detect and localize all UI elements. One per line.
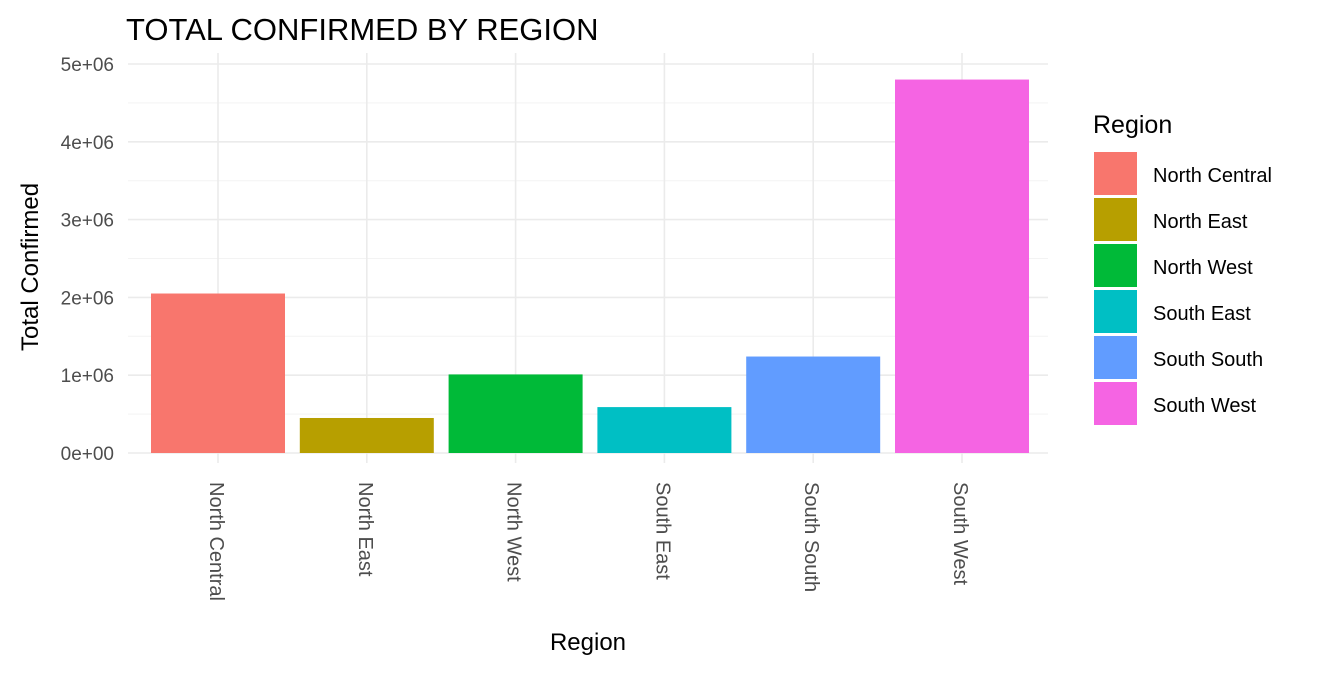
y-tick-label: 5e+06 bbox=[61, 55, 114, 76]
y-tick-label: 3e+06 bbox=[61, 211, 114, 232]
legend-label: North Central bbox=[1153, 165, 1272, 187]
legend-label: North East bbox=[1153, 211, 1248, 233]
x-tick-label: North East bbox=[354, 482, 376, 577]
legend-key bbox=[1094, 290, 1137, 333]
legend-key bbox=[1094, 336, 1137, 379]
y-tick-label: 1e+06 bbox=[61, 366, 114, 387]
chart-title: TOTAL CONFIRMED BY REGION bbox=[126, 12, 599, 47]
legend-label: South South bbox=[1153, 349, 1263, 371]
legend-key bbox=[1094, 152, 1137, 195]
bars-layer bbox=[151, 79, 1029, 453]
x-tick-label: South East bbox=[651, 482, 673, 580]
bar-north-west bbox=[448, 374, 583, 453]
y-tick-label: 2e+06 bbox=[61, 288, 114, 309]
bar-south-west bbox=[895, 79, 1029, 453]
x-tick-label: North Central bbox=[205, 482, 227, 601]
x-tick-label: North West bbox=[503, 482, 525, 582]
bar-north-central bbox=[151, 293, 285, 453]
legend: North Central North East North West South E… bbox=[1094, 152, 1272, 425]
x-tick-label: South South bbox=[800, 482, 822, 592]
x-tick-label: South West bbox=[949, 482, 971, 585]
axis-layer: 0e+00 1e+06 2e+06 3e+06 4e+06 5e+06 North Cent… bbox=[61, 55, 971, 601]
x-axis-title: Region bbox=[550, 629, 626, 656]
legend-key bbox=[1094, 198, 1137, 241]
legend-label: North West bbox=[1153, 257, 1253, 279]
y-tick-label: 0e+00 bbox=[61, 444, 114, 465]
legend-title: Region bbox=[1093, 111, 1172, 139]
legend-key bbox=[1094, 382, 1137, 425]
legend-label: South West bbox=[1153, 395, 1256, 417]
y-tick-label: 4e+06 bbox=[61, 133, 114, 154]
bar-south-south bbox=[746, 356, 881, 453]
legend-key bbox=[1094, 244, 1137, 287]
bar-north-east bbox=[299, 417, 434, 453]
bar-south-east bbox=[597, 407, 732, 453]
y-axis-title: Total Confirmed bbox=[17, 183, 44, 351]
legend-label: South East bbox=[1153, 303, 1251, 325]
